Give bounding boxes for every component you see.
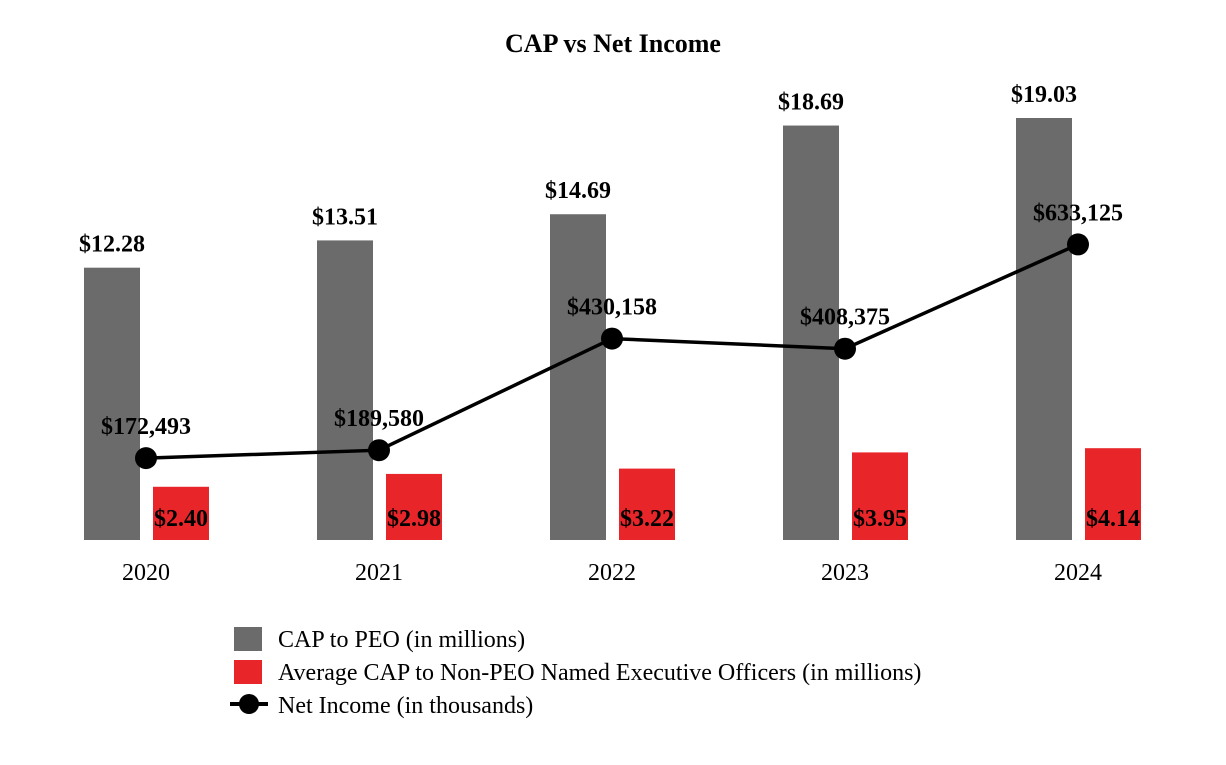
point-net-income-2021 (368, 439, 390, 462)
point-net-income-2023 (834, 337, 856, 360)
x-axis: 2020 2021 2022 2023 2024 (122, 560, 1102, 586)
bar-cap-peo-2024 (1016, 118, 1072, 540)
point-net-income-2020 (135, 447, 157, 470)
line-layer (135, 233, 1089, 470)
point-net-income-2024 (1067, 233, 1089, 256)
bar-cap-non-peo-2020 (153, 486, 209, 540)
label-cap-peo-2024: $19.03 (1011, 82, 1077, 108)
net-income-line (145, 242, 1079, 460)
bar-cap-non-peo-2021 (386, 473, 442, 540)
bars-layer (84, 118, 1141, 541)
x-tick-2023: 2023 (821, 560, 869, 586)
x-tick-2021: 2021 (355, 560, 403, 586)
legend: CAP to PEO (in millions) Average CAP to N… (230, 627, 921, 719)
x-tick-2024: 2024 (1054, 560, 1102, 586)
label-cap-peo-2022: $14.69 (545, 178, 611, 204)
label-cap-non-peo-2024: $4.14 (1086, 506, 1140, 532)
legend-label-cap-non-peo: Average CAP to Non-PEO Named Executive O… (278, 660, 921, 686)
label-net-income-2022: $430,158 (567, 295, 657, 321)
legend-swatch-cap-peo (234, 627, 262, 651)
label-net-income-2021: $189,580 (334, 406, 424, 432)
bar-cap-peo-2022 (550, 214, 606, 540)
bar-cap-non-peo-2022 (619, 468, 675, 540)
chart-title: CAP vs Net Income (505, 29, 721, 58)
x-tick-2022: 2022 (588, 560, 636, 586)
label-cap-peo-2020: $12.28 (79, 232, 145, 258)
label-cap-non-peo-2022: $3.22 (620, 506, 674, 532)
label-cap-non-peo-2021: $2.98 (387, 506, 441, 532)
label-cap-peo-2021: $13.51 (312, 204, 378, 230)
label-net-income-2023: $408,375 (800, 305, 890, 331)
legend-marker-net-income (239, 694, 259, 714)
legend-label-cap-peo: CAP to PEO (in millions) (278, 627, 525, 653)
label-cap-non-peo-2020: $2.40 (154, 506, 208, 532)
label-cap-non-peo-2023: $3.95 (853, 506, 907, 532)
legend-swatch-cap-non-peo (234, 660, 262, 684)
label-cap-peo-2023: $18.69 (778, 90, 844, 116)
bar-cap-peo-2021 (317, 240, 373, 541)
point-net-income-2022 (601, 327, 623, 350)
x-tick-2020: 2020 (122, 560, 170, 586)
bar-cap-peo-2020 (84, 267, 140, 540)
label-net-income-2020: $172,493 (101, 414, 191, 440)
bar-cap-non-peo-2024 (1085, 448, 1141, 540)
bar-cap-peo-2023 (783, 125, 839, 540)
bar-cap-non-peo-2023 (852, 452, 908, 540)
label-net-income-2024: $633,125 (1033, 200, 1123, 226)
legend-label-net-income: Net Income (in thousands) (278, 693, 533, 719)
labels-layer: $12.28 $2.40 $13.51 $2.98 $14.69 $3.22 $18.69 $… (79, 82, 1140, 532)
